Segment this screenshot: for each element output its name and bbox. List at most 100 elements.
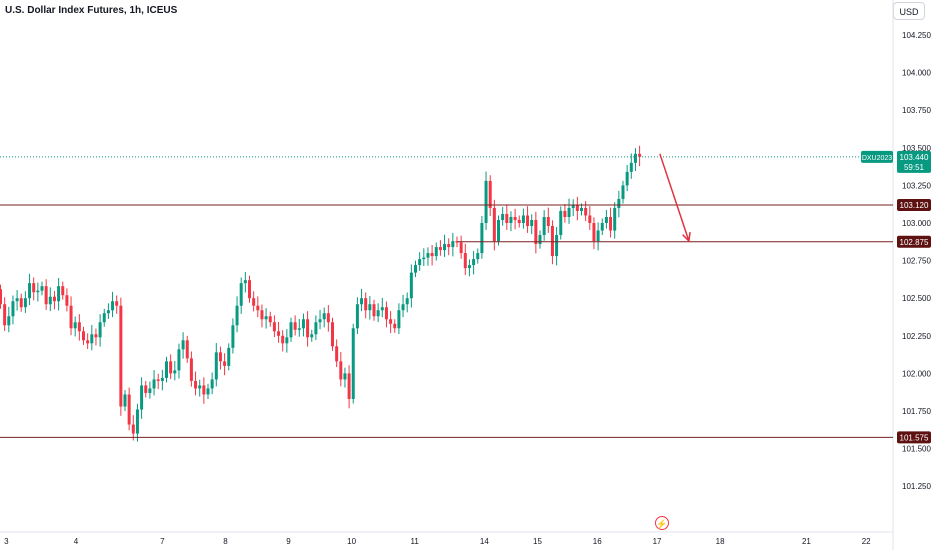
candle-body: [82, 331, 85, 341]
y-tick-label: 102.000: [902, 369, 931, 378]
candle-body: [235, 305, 239, 326]
candle-body: [405, 298, 409, 305]
candle-body: [368, 304, 372, 311]
candle-body: [418, 259, 422, 266]
level-price-label: 102.875: [900, 238, 929, 247]
candle-body: [430, 253, 434, 257]
candle-body: [355, 304, 359, 329]
candle-body: [546, 216, 550, 227]
candle-body: [272, 322, 276, 332]
candle-body: [571, 204, 575, 208]
y-tick-label: 102.750: [902, 257, 931, 266]
countdown-label: 59:51: [904, 163, 925, 172]
candle-body: [165, 361, 168, 378]
x-tick-label: 3: [4, 537, 9, 546]
candle-body: [633, 153, 637, 163]
candle-body: [293, 322, 297, 330]
candle-body: [339, 361, 343, 380]
candle-body: [451, 241, 455, 248]
y-tick-label: 101.250: [902, 482, 931, 491]
candle-body: [135, 409, 139, 434]
candle-body: [119, 305, 123, 407]
candle-body: [23, 298, 27, 308]
level-price-tag: [897, 198, 931, 211]
candle-body: [297, 328, 301, 330]
candle-body: [414, 265, 417, 273]
candle-body: [19, 298, 23, 308]
candle-body: [185, 340, 189, 359]
candle-body: [90, 334, 94, 344]
candle-body: [467, 265, 471, 269]
x-tick-label: 9: [286, 537, 291, 546]
symbol-tag: [861, 150, 893, 163]
candle-body: [268, 316, 272, 323]
candle-body: [152, 379, 156, 389]
candle-body: [476, 253, 480, 260]
candle-body: [214, 352, 218, 380]
candle-body: [61, 286, 65, 296]
y-tick-label: 102.250: [902, 332, 931, 341]
candle-body: [592, 223, 596, 242]
lightning-icon[interactable]: ⚡: [655, 516, 669, 530]
candle-body: [351, 328, 355, 399]
x-tick-label: 10: [347, 537, 356, 546]
candle-body: [206, 388, 210, 395]
x-tick-label: 7: [160, 537, 165, 546]
candle-body: [492, 207, 496, 242]
candle-body: [335, 346, 339, 362]
candle-body: [372, 304, 376, 317]
candle-body: [231, 325, 235, 348]
x-tick-label: 21: [802, 537, 811, 546]
candle-body: [65, 295, 69, 306]
candle-body: [600, 223, 604, 231]
candle-body: [322, 313, 326, 320]
y-tick-label: 103.750: [902, 106, 931, 115]
candle-body: [555, 235, 559, 257]
x-tick-label: 16: [593, 537, 602, 546]
candle-body: [86, 340, 90, 344]
x-tick-label: 8: [223, 537, 228, 546]
candle-body: [314, 322, 318, 335]
candle-body: [389, 319, 393, 324]
y-tick-label: 104.000: [902, 69, 931, 78]
x-tick-label: 18: [716, 537, 725, 546]
candle-body: [140, 385, 144, 410]
candle-body: [422, 257, 426, 260]
candle-body: [281, 335, 285, 344]
candle-body: [264, 316, 268, 320]
candle-body: [218, 352, 222, 362]
candle-body: [127, 394, 131, 425]
candle-body: [144, 385, 148, 393]
candle-body: [102, 313, 106, 323]
candle-body: [521, 215, 525, 223]
candle-body: [497, 219, 500, 242]
candle-body: [160, 377, 164, 381]
candle-body: [94, 334, 98, 338]
candle-body: [181, 340, 185, 350]
candle-body: [584, 207, 588, 216]
candle-body: [455, 241, 459, 243]
candle-body: [617, 198, 621, 208]
candle-body: [73, 322, 77, 329]
y-tick-label: 103.000: [902, 219, 931, 228]
candle-body: [629, 162, 633, 172]
candle-body: [40, 286, 44, 291]
candle-body: [252, 298, 256, 306]
candle-body: [459, 242, 463, 254]
candle-body: [310, 334, 314, 338]
candle-body: [513, 216, 517, 220]
candle-body: [223, 361, 227, 366]
candle-body: [239, 283, 243, 306]
last-price-tag: [897, 150, 931, 173]
candle-body: [177, 349, 181, 371]
y-tick-label: 102.500: [902, 294, 931, 303]
candle-body: [604, 216, 608, 223]
candle-body: [609, 216, 613, 231]
candle-body: [360, 298, 364, 305]
candle-body: [488, 180, 492, 208]
candle-body: [588, 215, 592, 223]
candle-body: [32, 283, 36, 293]
level-price-tag: [897, 235, 931, 248]
candle-body: [11, 301, 15, 317]
